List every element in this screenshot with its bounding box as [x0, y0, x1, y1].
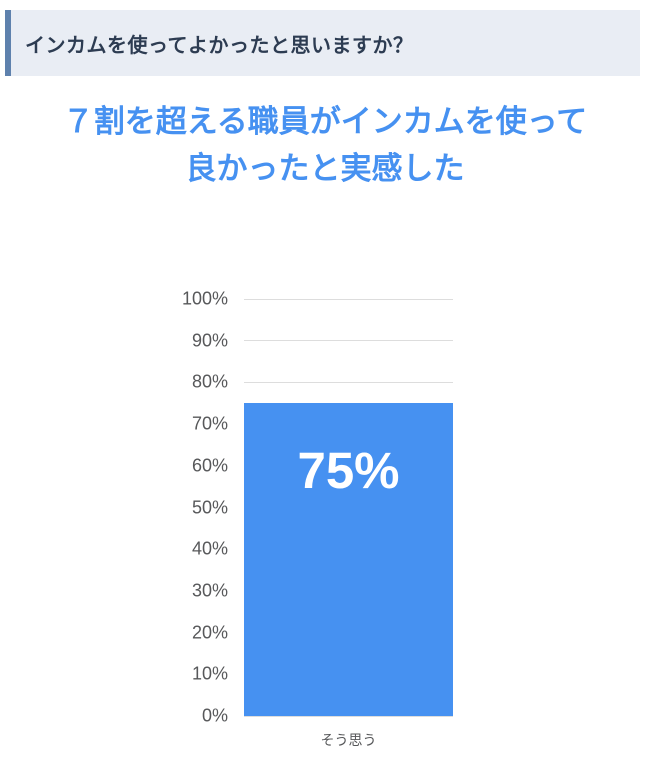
headline-line1: ７割を超える職員がインカムを使って	[62, 104, 588, 139]
y-tick-label: 30%	[191, 580, 228, 601]
bar-value-label: 75%	[297, 442, 400, 500]
gridline	[244, 298, 453, 300]
y-tick-label: 60%	[191, 455, 228, 476]
gridline	[244, 340, 453, 342]
y-tick-label: 40%	[191, 538, 228, 559]
y-tick-label: 50%	[191, 497, 228, 517]
y-tick-label: 90%	[191, 330, 228, 351]
y-tick-label: 10%	[191, 663, 228, 684]
question-text: インカムを使ってよかったと思いますか？	[25, 34, 414, 57]
y-axis: 0% 10% 20% 30% 40% 50% 60% 70% 80% 90% 100%	[0, 289, 228, 726]
category-label: そう思う	[320, 732, 377, 748]
plot-area: 75%	[244, 298, 453, 717]
bar-sou-omou: 75%	[244, 403, 453, 716]
question-banner: インカムを使ってよかったと思いますか？	[5, 10, 640, 76]
headline: ７割を超える職員がインカムを使って 良かったと実感した	[0, 98, 650, 192]
y-tick-label: 80%	[191, 371, 228, 392]
gridline	[244, 381, 453, 383]
headline-line2: 良かったと実感した	[185, 151, 465, 186]
gridline	[244, 715, 453, 717]
y-tick-label: 70%	[191, 413, 228, 434]
y-tick-label: 0%	[201, 705, 228, 726]
y-tick-label: 20%	[191, 622, 228, 643]
y-tick-label: 100%	[181, 288, 228, 309]
